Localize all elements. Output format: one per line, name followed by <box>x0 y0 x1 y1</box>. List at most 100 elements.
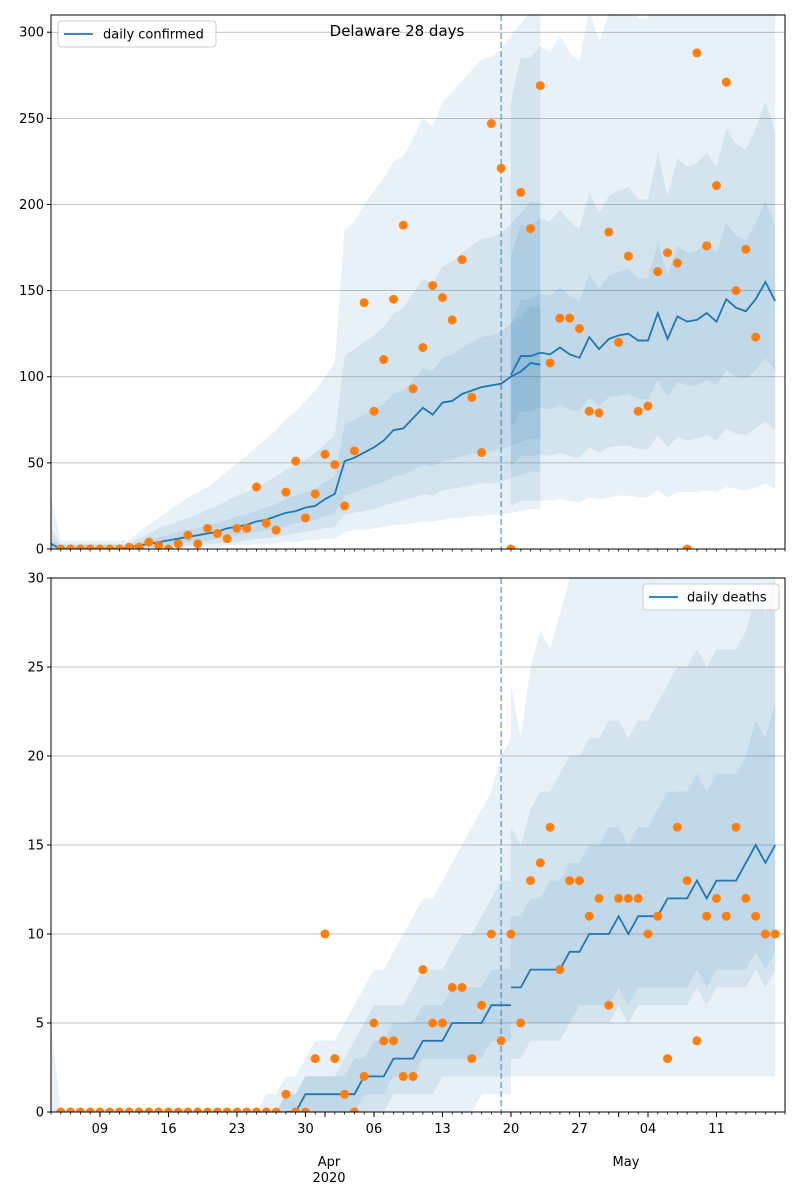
observed-point <box>751 911 761 921</box>
observed-point <box>428 280 438 290</box>
x-tick-label: 20 <box>503 1122 520 1137</box>
observed-point <box>486 929 496 939</box>
observed-point <box>212 1107 222 1112</box>
observed-point <box>555 965 565 975</box>
observed-point <box>389 1036 399 1046</box>
y-tick-label: 15 <box>27 839 44 854</box>
chart-title: Delaware 28 days <box>330 22 465 40</box>
observed-point <box>349 446 359 456</box>
fit-band-outer <box>51 15 541 549</box>
observed-point <box>437 1018 447 1028</box>
legend-box <box>642 583 780 611</box>
fit-band-inner <box>51 306 541 549</box>
y-tick-label: 300 <box>19 26 44 41</box>
observed-point <box>770 929 780 939</box>
observed-point <box>614 337 624 347</box>
observed-point <box>183 1107 193 1112</box>
observed-point <box>291 1107 301 1112</box>
observed-point <box>379 1036 389 1046</box>
observed-point <box>222 534 232 544</box>
forecast-band-outer <box>510 15 776 506</box>
x-tick-label: 27 <box>571 1122 588 1137</box>
observed-point <box>604 1000 614 1010</box>
observed-point <box>428 1018 438 1028</box>
plot-area <box>51 578 780 1112</box>
x-month-label-may: May <box>613 1155 640 1170</box>
plot-area <box>51 15 777 549</box>
observed-point <box>535 858 545 868</box>
observed-point <box>643 401 653 411</box>
observed-point <box>144 537 154 547</box>
x-tick-label: 16 <box>160 1122 177 1137</box>
observed-point <box>144 1107 154 1112</box>
observed-point <box>633 893 643 903</box>
observed-point <box>467 1054 477 1064</box>
observed-point <box>359 1071 369 1081</box>
observed-point <box>252 482 262 492</box>
fit-band-middle <box>51 880 511 1112</box>
observed-point <box>506 544 516 549</box>
legend: daily deaths <box>642 583 780 611</box>
forecast-band-inner <box>510 702 776 1023</box>
observed-point <box>457 255 467 265</box>
observed-point <box>56 544 66 549</box>
observed-point <box>105 544 115 549</box>
observed-point <box>124 1107 134 1112</box>
x-month-label-apr: Apr <box>318 1155 341 1170</box>
observed-point <box>154 1107 164 1112</box>
observed-point <box>369 406 379 416</box>
observed-point <box>477 1000 487 1010</box>
observed-point <box>467 392 477 402</box>
observed-point <box>535 81 545 91</box>
observed-point <box>623 251 633 261</box>
observed-point <box>516 187 526 197</box>
observed-point <box>300 1107 310 1112</box>
observed-point <box>379 355 389 365</box>
observed-point <box>173 1107 183 1112</box>
forecast-band-inner <box>510 201 776 427</box>
legend-box <box>57 20 217 48</box>
observed-point <box>173 539 183 549</box>
observed-point <box>731 822 741 832</box>
observed-point <box>310 489 320 499</box>
observed-point <box>124 542 134 549</box>
observed-point <box>526 876 536 886</box>
observed-point <box>193 539 203 549</box>
observed-point <box>398 1071 408 1081</box>
observed-point <box>389 294 399 304</box>
axes-frame <box>50 14 786 550</box>
observed-point <box>516 1018 526 1028</box>
observed-point <box>711 893 721 903</box>
observed-point <box>310 1054 320 1064</box>
observed-point <box>281 1089 291 1099</box>
x-tick-label: 11 <box>708 1122 725 1137</box>
y-tick-label: 5 <box>36 1017 44 1032</box>
fit-band-inner <box>51 969 511 1112</box>
y-tick-label: 250 <box>19 112 44 127</box>
legend: daily confirmed <box>57 20 217 48</box>
y-tick-label: 150 <box>19 284 44 299</box>
observed-point <box>672 258 682 268</box>
observed-point <box>477 448 487 458</box>
observed-point <box>496 1036 506 1046</box>
x-tick-label: 04 <box>640 1122 657 1137</box>
observed-point <box>731 286 741 296</box>
observed-point <box>418 342 428 352</box>
series-line-forecast <box>510 843 776 989</box>
observed-point <box>115 544 125 549</box>
observed-point <box>359 298 369 308</box>
observed-point <box>369 1018 379 1028</box>
observed-point <box>721 77 731 87</box>
observed-point <box>692 48 702 58</box>
observed-point <box>330 1054 340 1064</box>
observed-point <box>741 893 751 903</box>
observed-point <box>222 1107 232 1112</box>
observed-point <box>261 1107 271 1112</box>
observed-point <box>320 929 330 939</box>
observed-point <box>95 1107 105 1112</box>
observed-point <box>66 544 76 549</box>
observed-point <box>496 163 506 173</box>
legend-label: daily deaths <box>687 591 767 606</box>
observed-point <box>545 358 555 368</box>
observed-point <box>232 1107 242 1112</box>
